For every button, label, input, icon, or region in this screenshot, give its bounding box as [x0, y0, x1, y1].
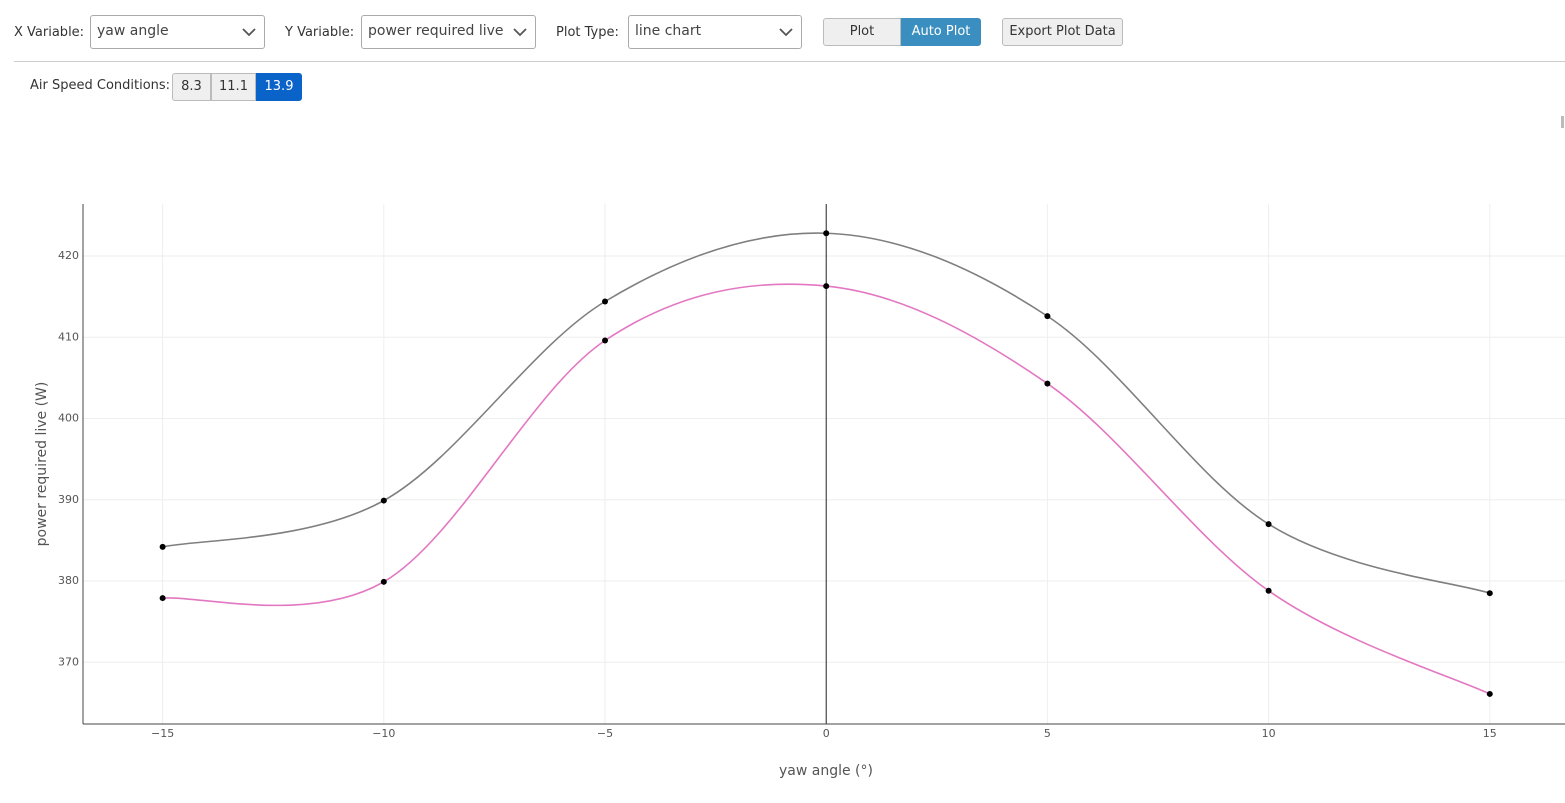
marker: [1486, 590, 1493, 597]
marker: [380, 497, 387, 504]
marker: [602, 337, 609, 344]
y-tick-label: 390: [58, 493, 79, 506]
x-variable-value: yaw angle: [97, 23, 169, 39]
line: [162, 232, 1491, 594]
scrollbar: [1561, 116, 1564, 128]
chevron: [513, 28, 527, 37]
plot-button[interactable]: Plot: [823, 18, 901, 46]
plot-type-select[interactable]: line chart: [628, 15, 802, 49]
y-tick-label: 370: [58, 655, 79, 668]
y-variable-label: Y Variable:: [285, 25, 355, 40]
x-variable-select[interactable]: yaw angle: [90, 15, 265, 49]
marker: [380, 578, 387, 585]
x-tick-label: −15: [151, 727, 174, 740]
chevron: [779, 28, 793, 37]
marker: [1265, 587, 1272, 594]
marker: [1486, 690, 1493, 697]
divider: [14, 61, 1565, 62]
y-tick-label: 410: [58, 330, 79, 343]
marker: [602, 298, 609, 305]
marker: [823, 230, 830, 237]
y-tick-label: 380: [58, 574, 79, 587]
marker: [159, 595, 166, 602]
x-variable-label: X Variable:: [14, 25, 85, 40]
x-tick-label: 10: [1262, 727, 1276, 740]
marker: [1044, 380, 1051, 387]
marker: [823, 283, 830, 290]
x-tick-label: −5: [597, 727, 613, 740]
y-variable-select[interactable]: power required live: [361, 15, 536, 49]
export-button[interactable]: Export Plot Data: [1002, 18, 1123, 46]
y-tick-label: 400: [58, 412, 79, 425]
marker: [159, 543, 166, 550]
air-speed-label: Air Speed Conditions:: [30, 78, 171, 93]
x-tick-label: 0: [823, 727, 830, 740]
x-tick-label: −10: [372, 727, 395, 740]
plot-type-label: Plot Type:: [556, 25, 619, 40]
y-axis-label: power required live (W): [34, 382, 50, 547]
chevron: [242, 28, 256, 37]
x-tick-label: 15: [1483, 727, 1497, 740]
y-variable-value: power required live: [368, 23, 504, 39]
plot-type-value: line chart: [635, 23, 702, 39]
marker: [1265, 521, 1272, 528]
x-tick-label: 5: [1044, 727, 1051, 740]
y-tick-label: 420: [58, 249, 79, 262]
marker: [1044, 313, 1051, 320]
line: [162, 283, 1491, 695]
x-axis-label: yaw angle (°): [779, 763, 873, 779]
auto-plot-button[interactable]: Auto Plot: [901, 18, 981, 46]
air-speed-option[interactable]: 13.9: [256, 73, 302, 101]
air-speed-option[interactable]: 11.1: [211, 73, 256, 101]
air-speed-option[interactable]: 8.3: [172, 73, 211, 101]
